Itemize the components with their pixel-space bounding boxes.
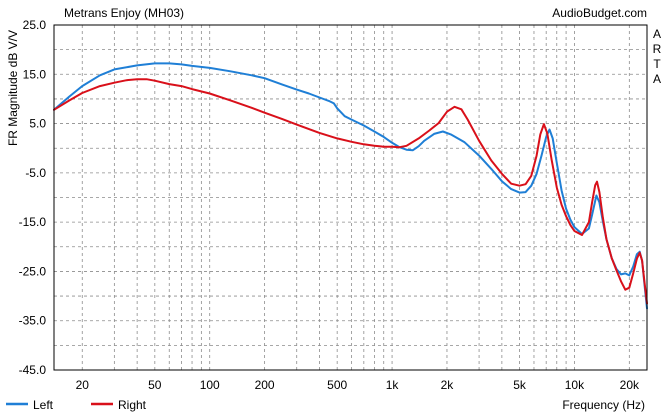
y-tick-label: -35.0 — [19, 314, 47, 328]
x-axis-label: Frequency (Hz) — [562, 398, 645, 412]
y-tick-label: -15.0 — [19, 215, 47, 229]
x-tick-labels: 20 50 100 200 500 1k 2k 5k 10k 20k — [76, 378, 640, 392]
side-text-letter: R — [653, 42, 662, 56]
y-tick-label: -5.0 — [25, 166, 46, 180]
site-label: AudioBudget.com — [552, 6, 647, 20]
chart-title: Metrans Enjoy (MH03) — [64, 6, 184, 20]
x-tick-label: 20 — [76, 378, 90, 392]
x-tick-label: 50 — [148, 378, 162, 392]
side-text-letter: A — [653, 27, 661, 41]
x-tick-label: 2k — [441, 378, 455, 392]
y-tick-labels: 25.0 15.0 5.0 -5.0 -15.0 -25.0 -35.0 -45.0 — [19, 18, 47, 377]
y-tick-label: 25.0 — [23, 18, 47, 32]
legend: Left Right — [6, 398, 147, 412]
x-tick-label: 500 — [327, 378, 347, 392]
y-tick-label: -25.0 — [19, 264, 47, 278]
y-axis-label: FR Magnitude dB V/V — [6, 30, 20, 146]
side-text-letter: A — [653, 72, 661, 86]
x-tick-label: 20k — [620, 378, 640, 392]
legend-label: Left — [33, 398, 54, 412]
series-line-right — [53, 78, 648, 305]
side-text-letter: T — [653, 57, 661, 71]
x-tick-label: 1k — [386, 378, 400, 392]
y-tick-label: 5.0 — [29, 117, 46, 131]
legend-label: Right — [118, 398, 147, 412]
series-lines — [53, 62, 648, 310]
x-tick-label: 100 — [200, 378, 220, 392]
y-tick-label: -45.0 — [19, 363, 47, 377]
x-tick-label: 200 — [255, 378, 275, 392]
grid-lines — [54, 25, 647, 370]
y-tick-label: 15.0 — [23, 67, 47, 81]
x-tick-label: 5k — [513, 378, 527, 392]
x-tick-label: 10k — [565, 378, 585, 392]
plot-frame — [53, 24, 648, 371]
